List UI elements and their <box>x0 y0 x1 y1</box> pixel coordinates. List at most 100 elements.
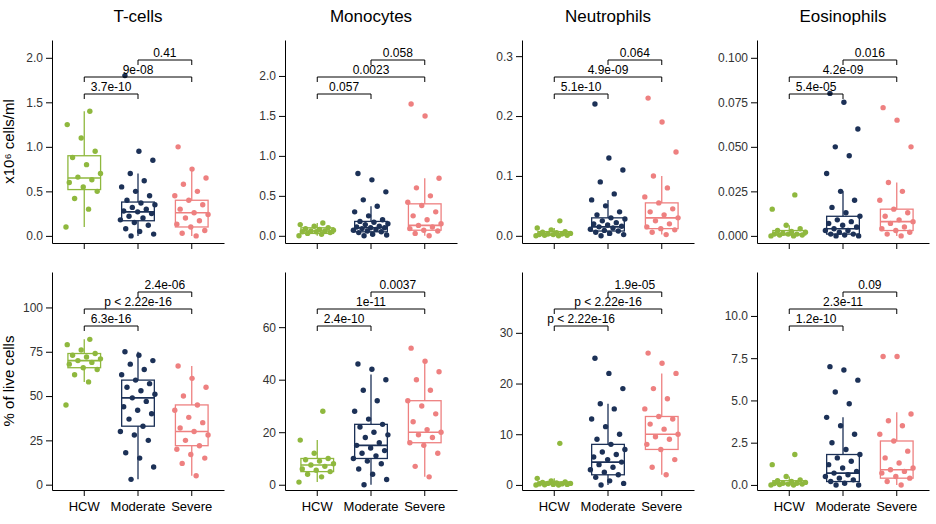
point <box>308 228 313 233</box>
comparison: 2.4e-10 <box>317 312 371 331</box>
point <box>384 477 389 482</box>
x-tick-mark <box>789 243 790 249</box>
y-tick: 1.5 <box>259 109 285 123</box>
comparison: 0.058 <box>371 46 425 65</box>
point <box>438 221 443 226</box>
bracket <box>317 309 425 314</box>
point <box>365 458 370 463</box>
y-tick: 0.2 <box>496 109 522 123</box>
y-tick-mark <box>279 196 285 197</box>
bracket <box>554 77 662 82</box>
point <box>202 455 207 460</box>
point <box>656 414 661 419</box>
point <box>891 206 896 211</box>
panel-title: T-cells <box>113 7 162 26</box>
upper-whisker <box>317 440 318 458</box>
bracket <box>554 94 608 99</box>
point <box>149 211 154 216</box>
x-tick <box>317 243 318 249</box>
points <box>63 337 103 408</box>
x-tick-mark <box>424 243 425 249</box>
point <box>188 224 193 229</box>
point <box>594 212 599 217</box>
comparison: 0.064 <box>608 46 662 65</box>
y-tick: 5.0 <box>731 394 757 408</box>
point <box>658 226 663 231</box>
y-tick-mark <box>516 116 522 117</box>
x-tick-mark <box>554 243 555 249</box>
point <box>200 420 205 425</box>
point <box>416 223 421 228</box>
y-axis-line <box>285 273 286 491</box>
box-body <box>827 216 860 234</box>
y-tick: 0.050 <box>718 140 757 154</box>
point <box>359 451 364 456</box>
point <box>354 443 359 448</box>
p-value: 4.2e-09 <box>823 63 864 77</box>
x-tick-label: HCW <box>302 499 334 514</box>
x-tick-mark <box>138 490 139 496</box>
x-tick-mark <box>554 490 555 496</box>
box <box>827 191 860 236</box>
panel: T-cellsx10⁶ cells/ml0.00.51.01.52.03.7e-… <box>0 7 225 249</box>
point <box>557 218 562 223</box>
point <box>612 406 617 411</box>
x-axis: HCWModerateSevere <box>286 490 458 514</box>
point <box>311 224 316 229</box>
x-tick <box>84 243 85 249</box>
y-tick-mark <box>751 485 757 486</box>
point <box>855 377 860 382</box>
point <box>835 455 840 460</box>
y-tick-label: 1.5 <box>26 96 43 110</box>
point <box>183 438 188 443</box>
point <box>430 435 435 440</box>
point <box>361 387 366 392</box>
x-tick-label: Moderate <box>111 499 166 514</box>
point <box>907 475 912 480</box>
panel: Eosinophils0.0000.0250.0500.0750.1005.4e… <box>718 7 930 249</box>
y-axis-line <box>52 273 53 491</box>
point <box>855 126 860 131</box>
p-value: 3.7e-10 <box>91 80 132 94</box>
comparison: 6.3e-16 <box>84 312 138 331</box>
box-body <box>880 441 913 478</box>
point <box>651 173 656 178</box>
box <box>880 182 913 235</box>
y-tick-mark <box>279 156 285 157</box>
comparison: p < 2.22e-16 <box>547 312 615 331</box>
upper-whisker <box>370 374 371 424</box>
point <box>128 361 133 366</box>
point <box>366 416 371 421</box>
point <box>137 229 142 234</box>
x-tick-label: Moderate <box>344 499 399 514</box>
point <box>421 443 426 448</box>
y-axis-line <box>285 41 286 244</box>
point <box>146 438 151 443</box>
point <box>673 371 678 376</box>
point <box>656 200 661 205</box>
point <box>620 167 625 172</box>
point <box>886 418 891 423</box>
point <box>355 171 360 176</box>
y-tick-mark <box>279 236 285 237</box>
point <box>884 231 889 236</box>
point <box>644 224 649 229</box>
point <box>902 469 907 474</box>
point <box>827 364 832 369</box>
point <box>852 432 857 437</box>
point <box>357 219 362 224</box>
point <box>673 149 678 154</box>
point <box>81 184 86 189</box>
point <box>130 395 135 400</box>
point <box>842 481 847 486</box>
point <box>147 381 152 386</box>
x-tick: HCW <box>539 490 571 514</box>
point <box>361 482 366 487</box>
p-value: 0.41 <box>153 46 177 60</box>
point <box>172 408 177 413</box>
p-value: 5.4e-05 <box>796 80 837 94</box>
comparison: p < 2.22e-16 <box>554 295 662 314</box>
x-tick-mark <box>191 490 192 496</box>
x-tick-mark <box>424 490 425 496</box>
comparison: 2.4e-06 <box>138 278 192 297</box>
